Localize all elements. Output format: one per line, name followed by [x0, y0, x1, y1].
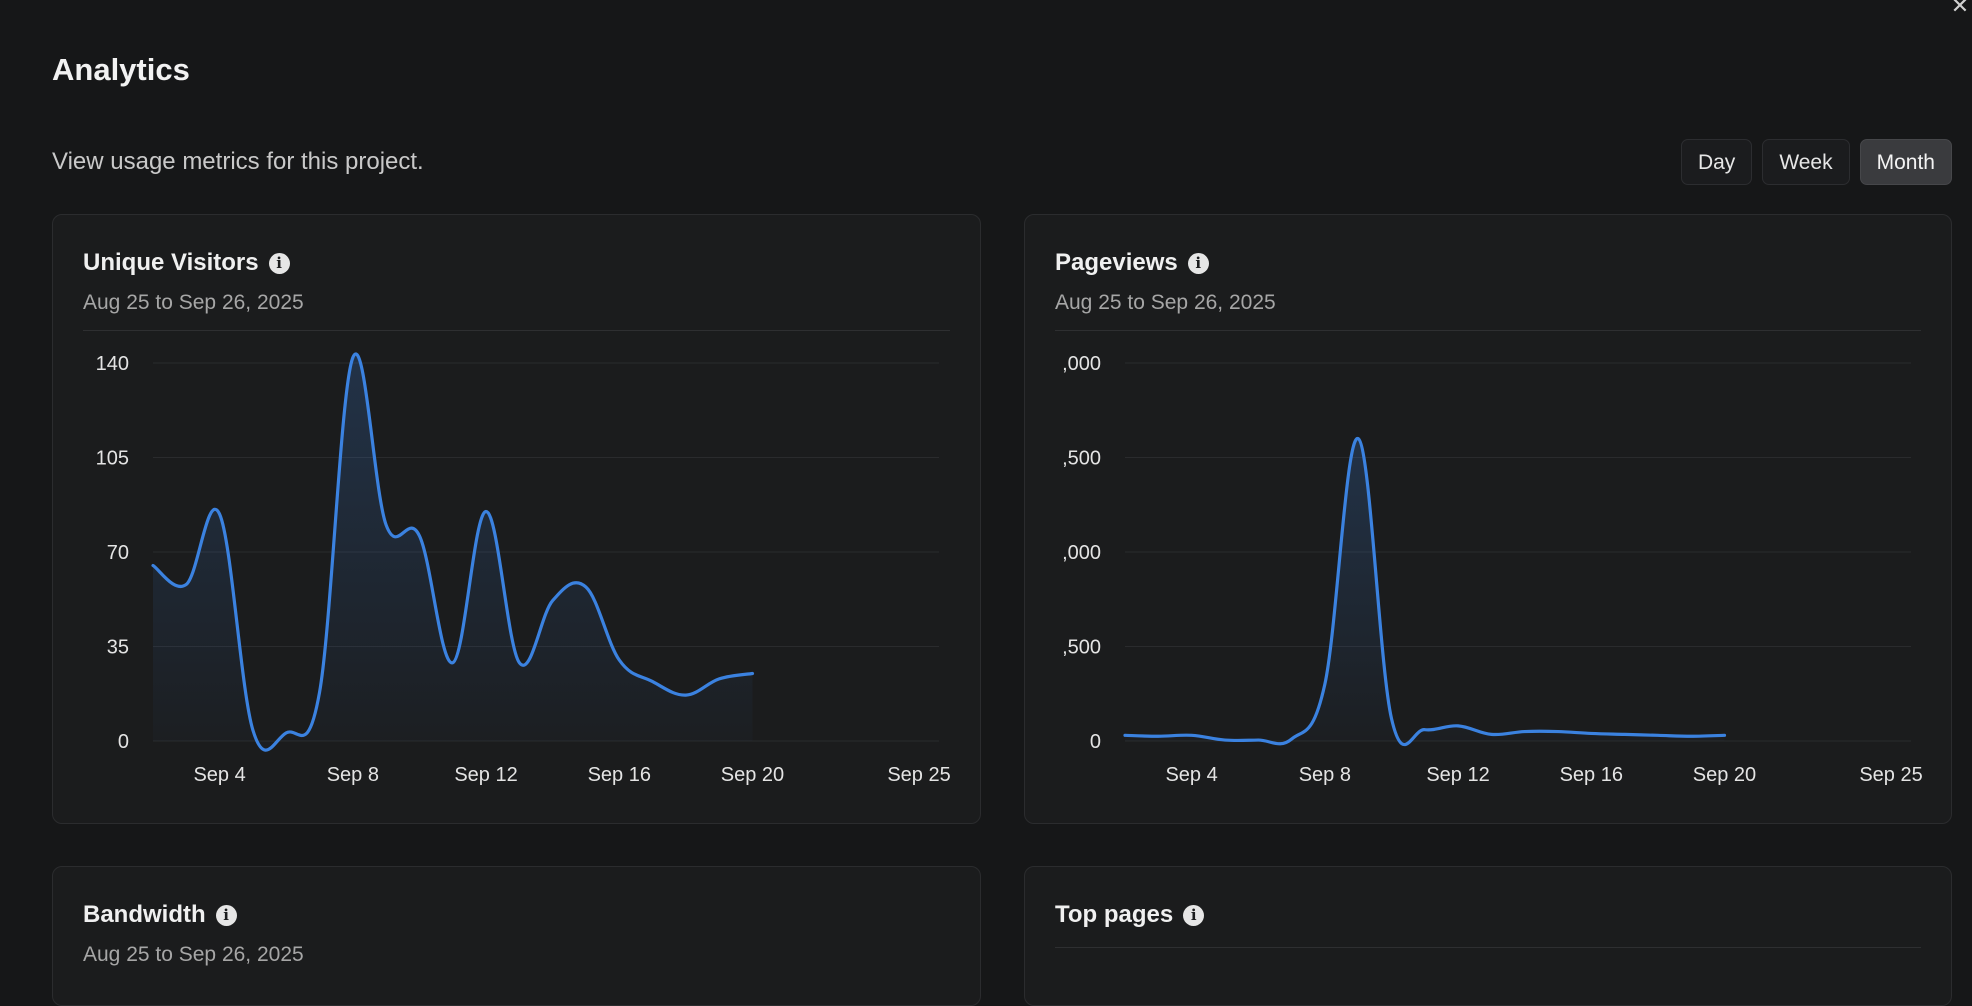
- data-point[interactable]: [1220, 735, 1230, 745]
- y-tick-label: ,500: [1062, 448, 1101, 470]
- data-point[interactable]: [714, 674, 724, 684]
- series-area: [153, 353, 753, 751]
- data-point[interactable]: [1486, 729, 1496, 739]
- card-title: Pageviews i: [1055, 249, 1209, 277]
- x-tick-label: Sep 16: [588, 764, 651, 786]
- time-range-selector: Day Week Month: [1680, 139, 1952, 185]
- y-tick-label: ,500: [1062, 637, 1101, 659]
- page-title: Analytics: [52, 52, 190, 87]
- card-title: Top pages i: [1055, 901, 1205, 929]
- data-point[interactable]: [481, 507, 491, 517]
- data-point[interactable]: [1187, 730, 1197, 740]
- x-tick-label: Sep 20: [1693, 764, 1756, 786]
- divider: [1055, 947, 1921, 948]
- data-point[interactable]: [1420, 725, 1430, 735]
- x-tick-label: Sep 12: [1426, 764, 1489, 786]
- pageviews-title: Pageviews: [1055, 249, 1178, 276]
- data-point[interactable]: [747, 669, 757, 679]
- x-tick-label: Sep 20: [721, 764, 784, 786]
- top-pages-title: Top pages: [1055, 901, 1174, 928]
- data-point[interactable]: [315, 687, 325, 697]
- data-point[interactable]: [648, 677, 658, 687]
- data-point[interactable]: [614, 655, 624, 665]
- y-tick-label: ,000: [1062, 542, 1101, 564]
- data-point[interactable]: [1287, 734, 1297, 744]
- data-point[interactable]: [448, 658, 458, 668]
- range-day-button[interactable]: Day: [1680, 139, 1753, 185]
- date-range: Aug 25 to Sep 26, 2025: [1055, 291, 1276, 314]
- data-point[interactable]: [215, 509, 225, 519]
- series-line: [151, 352, 755, 752]
- data-point[interactable]: [414, 531, 424, 541]
- pageviews-card: Pageviews i Aug 25 to Sep 26, 2025 0 ,500…: [1024, 214, 1952, 824]
- x-tick-label: Sep 25: [1859, 764, 1922, 786]
- range-month-button[interactable]: Month: [1859, 139, 1952, 185]
- data-point[interactable]: [1253, 735, 1263, 745]
- data-point[interactable]: [148, 561, 158, 571]
- unique-visitors-title: Unique Visitors: [83, 249, 259, 276]
- y-tick-label: 105: [96, 448, 129, 470]
- data-point[interactable]: [1320, 679, 1330, 689]
- data-point[interactable]: [1153, 731, 1163, 741]
- x-tick-label: Sep 25: [887, 764, 950, 786]
- data-point[interactable]: [1386, 713, 1396, 723]
- data-point[interactable]: [514, 658, 524, 668]
- data-point[interactable]: [1120, 730, 1130, 740]
- y-tick-label: 70: [107, 542, 129, 564]
- date-range: Aug 25 to Sep 26, 2025: [83, 291, 304, 314]
- x-tick-label: Sep 4: [1165, 764, 1217, 786]
- data-point[interactable]: [548, 596, 558, 606]
- page-subtitle: View usage metrics for this project.: [52, 148, 424, 175]
- data-point[interactable]: [1719, 730, 1729, 740]
- data-point[interactable]: [181, 579, 191, 589]
- date-range: Aug 25 to Sep 26, 2025: [83, 943, 304, 966]
- divider: [83, 330, 950, 331]
- data-point[interactable]: [1620, 729, 1630, 739]
- series-area: [1125, 438, 1725, 745]
- unique-visitors-card: Unique Visitors i Aug 25 to Sep 26, 2025…: [52, 214, 981, 824]
- data-point[interactable]: [1453, 721, 1463, 731]
- data-point[interactable]: [281, 728, 291, 738]
- top-pages-card: Top pages i: [1024, 866, 1952, 1006]
- info-icon[interactable]: i: [215, 904, 237, 926]
- bandwidth-title: Bandwidth: [83, 901, 206, 928]
- data-point[interactable]: [248, 725, 258, 735]
- x-tick-label: Sep 4: [193, 764, 245, 786]
- info-icon[interactable]: i: [268, 252, 290, 274]
- data-point[interactable]: [348, 353, 358, 363]
- data-point[interactable]: [1686, 731, 1696, 741]
- data-point[interactable]: [1586, 728, 1596, 738]
- bandwidth-card: Bandwidth i Aug 25 to Sep 26, 2025: [52, 866, 981, 1006]
- y-tick-label: 35: [107, 637, 129, 659]
- range-week-button[interactable]: Week: [1762, 139, 1850, 185]
- data-point[interactable]: [581, 582, 591, 592]
- data-point[interactable]: [681, 690, 691, 700]
- info-icon[interactable]: i: [1183, 904, 1205, 926]
- y-tick-label: 140: [96, 353, 129, 375]
- close-icon[interactable]: ✕: [1950, 0, 1970, 18]
- data-point[interactable]: [1553, 727, 1563, 737]
- info-icon[interactable]: i: [1187, 252, 1209, 274]
- data-point[interactable]: [1353, 434, 1363, 444]
- y-tick-label: 0: [1090, 731, 1101, 753]
- card-title: Unique Visitors i: [83, 249, 290, 277]
- divider: [1055, 330, 1921, 331]
- card-title: Bandwidth i: [83, 901, 237, 929]
- x-tick-label: Sep 12: [454, 764, 517, 786]
- x-tick-label: Sep 8: [1299, 764, 1351, 786]
- unique-visitors-chart: 0 35 70 105 140 Sep 4 Sep 8 Sep 12 Sep 16 Sep 20 S…: [96, 352, 951, 786]
- data-point[interactable]: [1520, 727, 1530, 737]
- y-tick-label: ,000: [1062, 353, 1101, 375]
- data-point[interactable]: [1653, 730, 1663, 740]
- y-tick-label: 0: [118, 731, 129, 753]
- pageviews-chart: 0 ,500 ,000 ,500 ,000 Sep 4 Sep 8 Sep 12 Sep 16 S…: [1062, 353, 1923, 786]
- data-point[interactable]: [381, 520, 391, 530]
- series-line: [1123, 436, 1727, 747]
- x-tick-label: Sep 8: [327, 764, 379, 786]
- x-tick-label: Sep 16: [1560, 764, 1623, 786]
